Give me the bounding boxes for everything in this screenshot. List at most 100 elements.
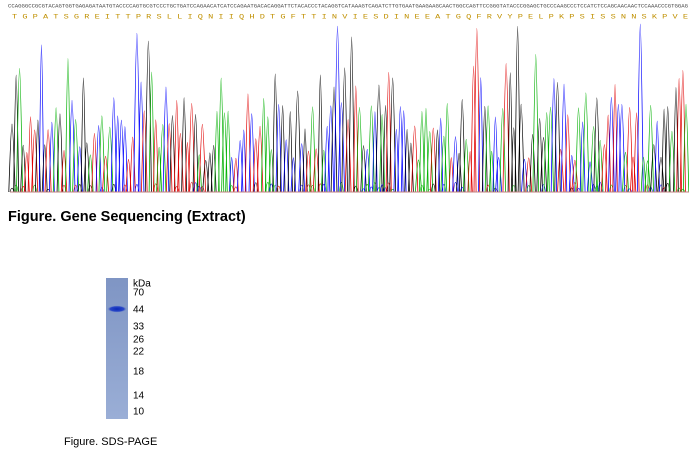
trace-peak [233, 157, 239, 193]
marker-label: 70 [133, 288, 145, 299]
trace-peak [532, 53, 539, 193]
trace-noise [13, 184, 19, 193]
trace-noise [122, 184, 128, 193]
trace-peak [560, 83, 568, 193]
trace-peak [429, 127, 437, 193]
trace-peak [586, 161, 594, 193]
gel-band [107, 305, 127, 313]
trace-noise [627, 188, 632, 193]
trace-peak [682, 103, 689, 193]
trace-peak [330, 86, 338, 193]
trace-peak [438, 117, 444, 193]
trace-peak [593, 97, 601, 193]
trace-peak [679, 69, 686, 193]
trace-peak [133, 32, 141, 193]
trace-peak [657, 156, 665, 193]
trace-noise [430, 183, 436, 193]
trace-peak [272, 73, 279, 193]
trace-noise [32, 184, 37, 193]
trace-peak [188, 102, 196, 193]
trace-peak [264, 116, 271, 193]
trace-peak [192, 113, 199, 193]
trace-peak [502, 63, 510, 193]
trace-peak [125, 159, 132, 193]
trace-peak [456, 152, 463, 193]
trace-peak [98, 115, 106, 193]
trace-peak [341, 67, 348, 193]
trace-peak [368, 105, 375, 193]
trace-noise [153, 183, 159, 193]
marker-label: 33 [133, 322, 145, 333]
trace-peak [626, 107, 634, 193]
trace-peak [579, 121, 586, 193]
trace-peak [612, 83, 618, 193]
trace-peak [605, 114, 612, 193]
trace-peak [404, 128, 410, 193]
trace-peak [411, 125, 419, 193]
trace-peak [484, 105, 492, 193]
trace-noise [390, 189, 395, 193]
trace-peak [521, 158, 528, 193]
trace-peak [159, 124, 167, 193]
trace-peak [115, 115, 121, 193]
trace-peak [72, 119, 80, 193]
trace-peak [536, 118, 543, 193]
trace-peak [385, 71, 392, 193]
trace-noise [364, 184, 370, 193]
trace-peak [661, 108, 667, 193]
trace-noise [383, 187, 388, 193]
trace-peak [575, 107, 582, 193]
trace-peak [275, 104, 282, 193]
trace-peak [294, 90, 302, 193]
trace-peak [507, 72, 513, 193]
trace-peak [317, 74, 323, 193]
trace-peak [48, 121, 55, 193]
trace-peak [414, 159, 423, 193]
trace-peak [640, 156, 647, 193]
trace-peak [229, 156, 235, 193]
trace-peak [218, 77, 225, 193]
trace-peak [196, 154, 202, 193]
amino-acid-sequence: T G P A T S G R E I T T P R S L L I Q N … [12, 14, 689, 21]
trace-peak [654, 120, 660, 193]
trace-peak [478, 77, 484, 193]
trace-peak [514, 25, 521, 193]
trace-peak [20, 144, 27, 193]
trace-noise [453, 182, 458, 193]
trace-peak [596, 140, 604, 193]
marker-label: 44 [133, 305, 145, 316]
trace-peak [287, 111, 293, 193]
trace-peak [492, 116, 499, 193]
marker-label: 14 [133, 391, 145, 402]
trace-peak [676, 78, 682, 193]
trace-peak [162, 86, 170, 193]
trace-peak [389, 77, 397, 193]
marker-label: 10 [133, 407, 145, 418]
trace-peak [529, 133, 536, 193]
trace-peak [360, 145, 367, 193]
trace-peak [344, 119, 352, 193]
trace-noise [441, 184, 447, 193]
trace-noise [526, 185, 532, 193]
trace-noise [623, 184, 628, 193]
trace-peak [571, 159, 579, 193]
trace-peak [452, 136, 459, 193]
marker-label: 18 [133, 367, 145, 378]
trace-peak [184, 142, 190, 193]
trace-peak [169, 115, 176, 193]
trace-peak [41, 144, 48, 193]
trace-peak [198, 123, 206, 193]
trace-noise [680, 188, 686, 193]
trace-peak [248, 113, 255, 193]
trace-noise [99, 187, 105, 193]
trace-peak [664, 106, 671, 193]
trace-peak [91, 132, 98, 193]
nucleotide-sequence: CCAGGGCCGCGTACAGTGGTGAGAGATAATGTACCCCAGT… [8, 2, 689, 9]
trace-noise [310, 184, 315, 193]
trace-noise [572, 182, 578, 193]
trace-peak [636, 23, 644, 193]
trace-peak [423, 107, 429, 193]
